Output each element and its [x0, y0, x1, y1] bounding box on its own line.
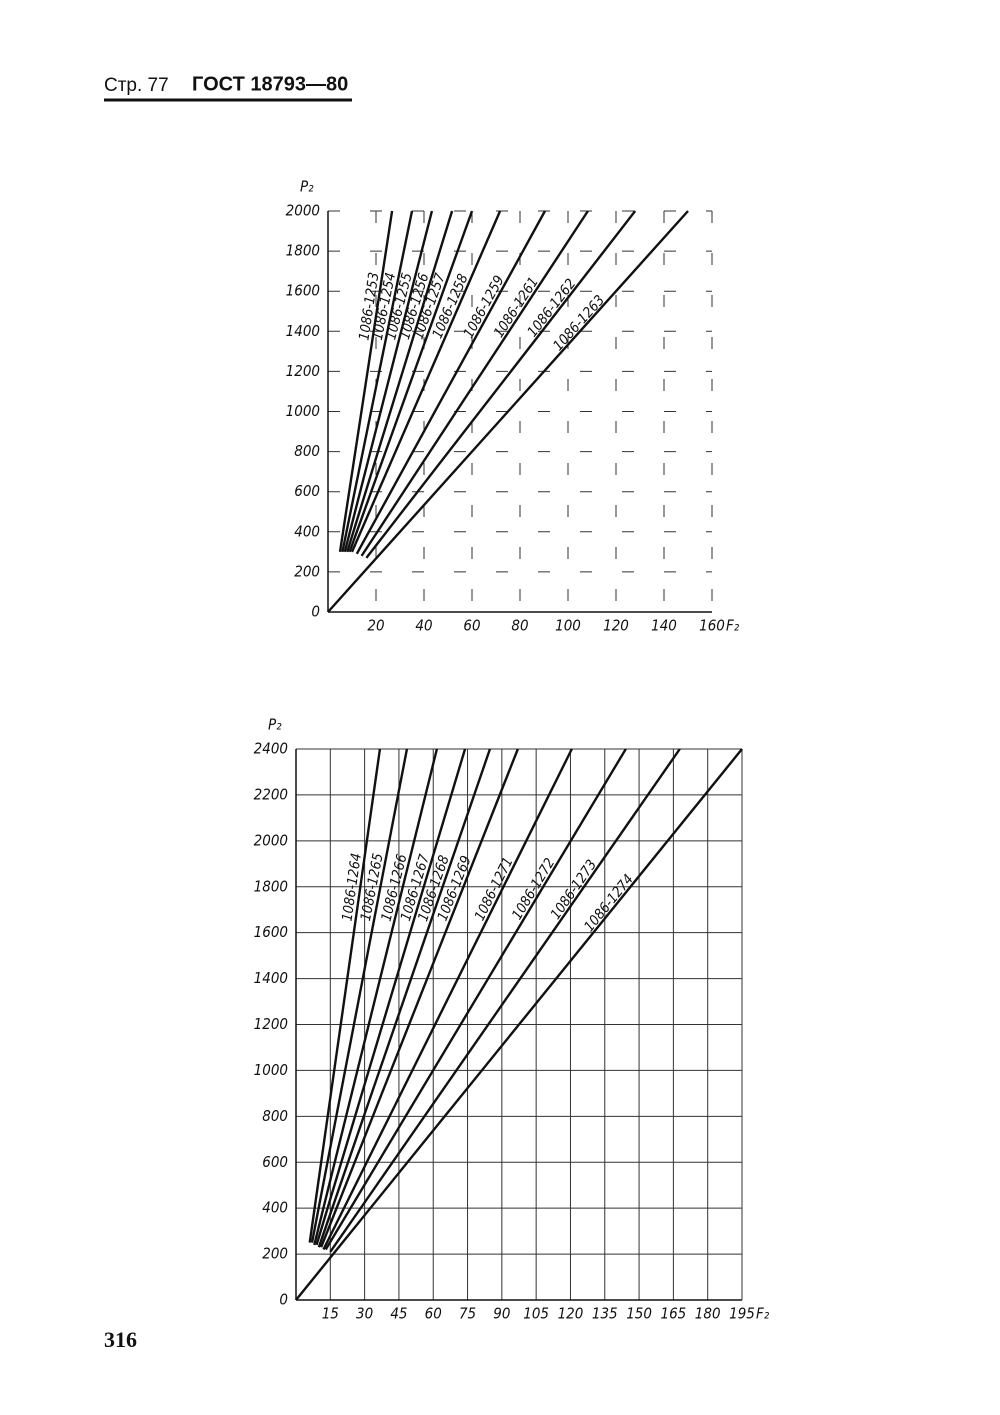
x-tick-label: 120: [603, 617, 629, 635]
y-tick-label: 1200: [286, 362, 320, 380]
y-tick-label: 600: [262, 1153, 288, 1171]
series-line: [315, 748, 467, 1246]
series-line: [324, 748, 627, 1251]
y-tick-label: 1000: [254, 1061, 288, 1079]
x-tick-label: 15: [322, 1305, 339, 1323]
y-tick-label: 600: [294, 482, 320, 500]
x-axis-title: F₂: [726, 617, 740, 635]
y-tick-label: 800: [262, 1107, 288, 1125]
x-tick-label: 30: [356, 1305, 373, 1323]
x-tick-label: 60: [425, 1305, 442, 1323]
y-tick-label: 1800: [286, 242, 320, 260]
x-tick-label: 20: [367, 617, 384, 635]
series-line: [365, 210, 637, 559]
x-tick-label: 90: [493, 1305, 510, 1323]
x-tick-label: 120: [558, 1305, 584, 1323]
y-tick-label: 2200: [254, 785, 288, 803]
y-tick-label: 1200: [254, 1015, 288, 1033]
x-tick-label: 140: [651, 617, 677, 635]
x-tick-label: 160: [699, 617, 725, 635]
y-tick-label: 1800: [254, 877, 288, 895]
y-tick-label: 0: [311, 603, 320, 621]
x-tick-label: 45: [390, 1305, 407, 1323]
x-tick-label: 100: [555, 617, 581, 635]
x-tick-label: 165: [661, 1305, 687, 1323]
y-tick-label: 1000: [286, 402, 320, 420]
series-line: [322, 748, 573, 1251]
series-line: [295, 748, 743, 1301]
x-tick-label: 40: [415, 617, 432, 635]
series-line: [350, 210, 502, 553]
y-tick-label: 400: [294, 522, 320, 540]
x-tick-label: 60: [463, 617, 480, 635]
x-tick-label: 195: [729, 1305, 755, 1323]
x-tick-label: 75: [459, 1305, 476, 1323]
series-line: [348, 210, 474, 553]
y-axis-title: P₂: [268, 716, 282, 734]
y-tick-label: 2000: [254, 831, 288, 849]
y-tick-label: 1600: [286, 282, 320, 300]
x-tick-label: 150: [626, 1305, 652, 1323]
series-line: [346, 210, 454, 553]
series-line: [341, 210, 414, 553]
x-tick-label: 105: [523, 1305, 549, 1323]
series-line: [360, 210, 589, 557]
series-line: [327, 210, 689, 613]
y-tick-label: 0: [279, 1291, 288, 1309]
y-tick-label: 200: [262, 1245, 288, 1263]
series-line: [355, 210, 547, 555]
x-axis-title: F₂: [756, 1305, 770, 1323]
series-line: [308, 748, 382, 1243]
series-line: [343, 210, 434, 553]
series-line: [338, 210, 394, 553]
y-tick-label: 800: [294, 442, 320, 460]
y-tick-label: 1400: [286, 322, 320, 340]
y-tick-label: 400: [262, 1199, 288, 1217]
y-tick-label: 1600: [254, 923, 288, 941]
x-tick-label: 180: [695, 1305, 721, 1323]
series-line: [313, 748, 439, 1246]
y-tick-label: 200: [294, 562, 320, 580]
y-tick-label: 2000: [286, 202, 320, 220]
y-tick-label: 2400: [254, 740, 288, 758]
standard: ГОСТ 18793—80: [192, 73, 348, 95]
series-line: [329, 748, 681, 1253]
y-axis-title: P₂: [300, 178, 314, 196]
y-tick-label: 1400: [254, 969, 288, 987]
page-number: 316: [104, 1327, 137, 1352]
series-line: [317, 748, 492, 1248]
x-tick-label: 135: [592, 1305, 618, 1323]
x-tick-label: 80: [511, 617, 528, 635]
series-line: [310, 748, 409, 1243]
series-line: [320, 748, 519, 1248]
page-label: Стр. 77: [104, 75, 169, 96]
